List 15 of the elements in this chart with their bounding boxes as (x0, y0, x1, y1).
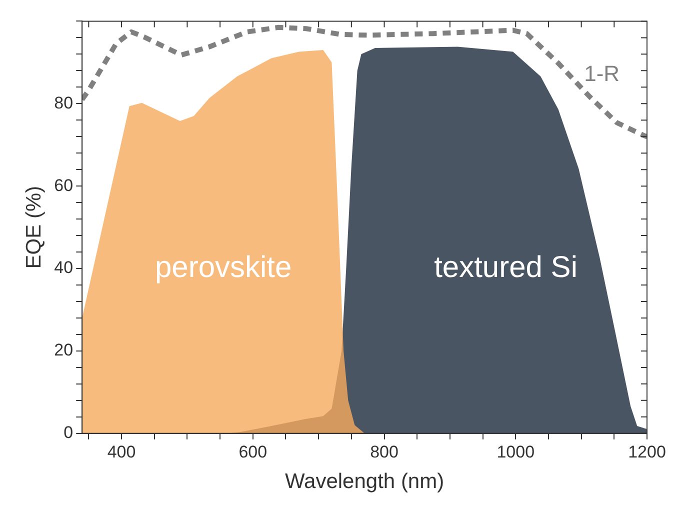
x-tick-label: 600 (238, 442, 268, 462)
y-tick-label: 0 (64, 423, 74, 442)
series-label: textured Si (434, 250, 578, 284)
y-tick-label: 40 (54, 258, 74, 278)
x-tick-label: 1200 (628, 442, 666, 462)
x-tick-label: 400 (107, 442, 136, 462)
series-label: 1-R (584, 60, 620, 86)
y-tick-label: 20 (54, 340, 74, 360)
x-tick-label: 1000 (496, 442, 535, 462)
series-label: perovskite (154, 250, 292, 284)
x-tick-label: 800 (370, 442, 398, 462)
y-tick-label: 60 (54, 176, 74, 195)
y-tick-label: 80 (54, 93, 74, 112)
y-axis-title: EQE (%) (22, 186, 46, 269)
x-axis-title: Wavelength (nm) (284, 470, 444, 494)
